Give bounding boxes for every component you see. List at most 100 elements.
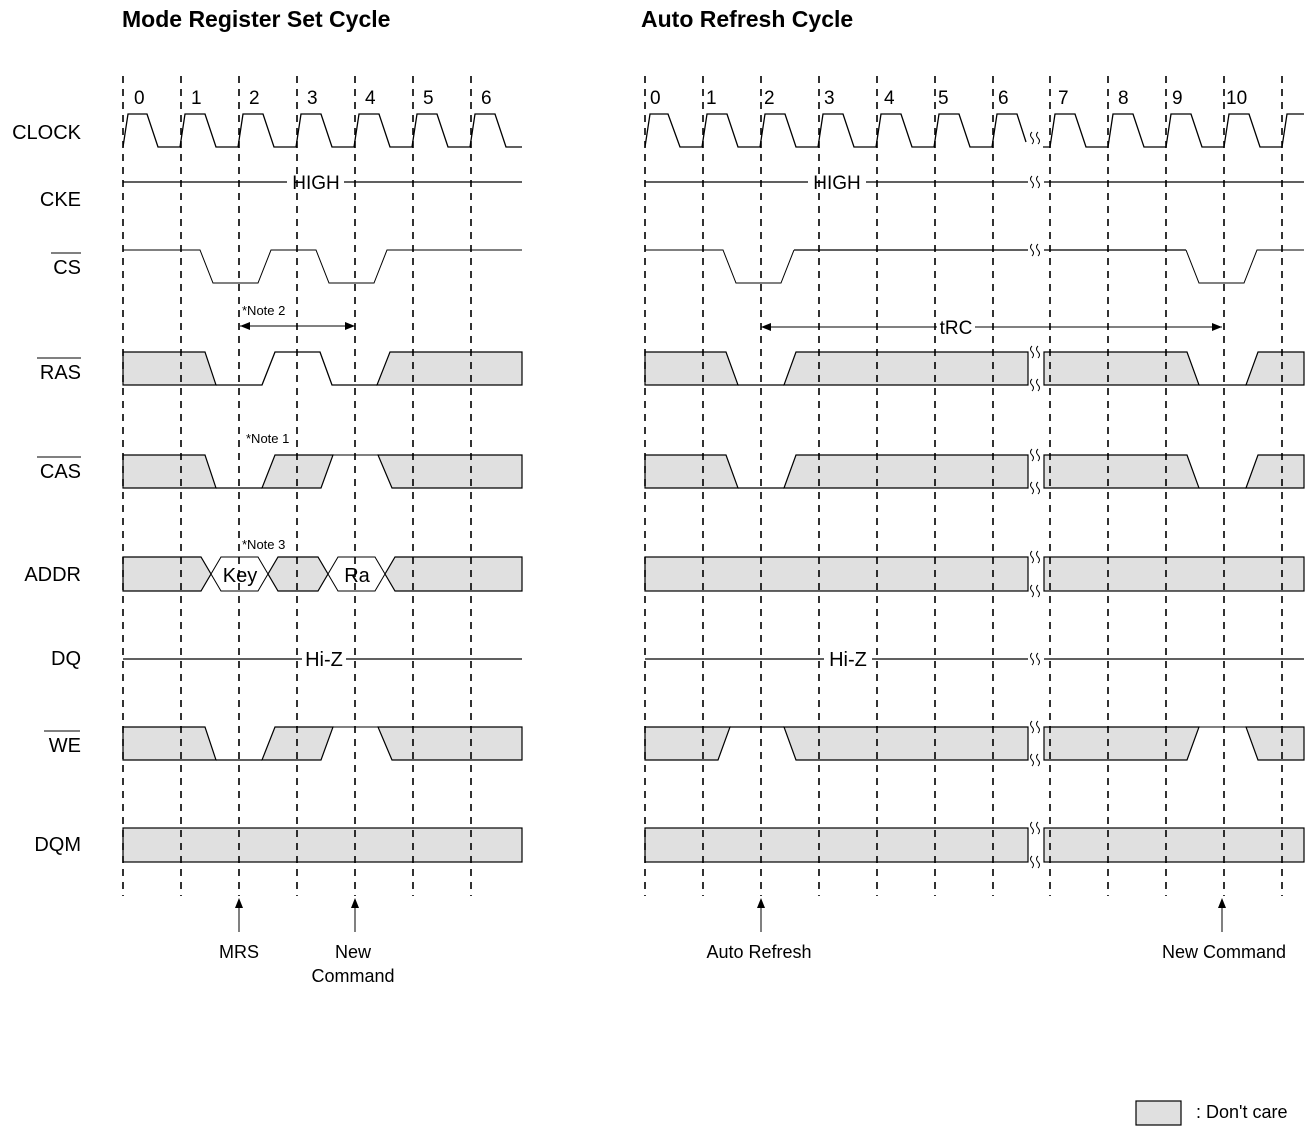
note-1: *Note 1	[246, 431, 289, 446]
break-mark	[1030, 448, 1040, 462]
right-ras-dont-care	[783, 351, 1029, 386]
right-addr-dont-care	[1043, 556, 1305, 592]
break-mark	[1030, 584, 1040, 598]
right-clock-number: 5	[938, 88, 949, 109]
new-command-marker-arrowhead	[351, 898, 359, 908]
right-timing: 0 1 2 3 4 5 6 7 8 9 10 HIGH tRC	[644, 76, 1305, 962]
break-mark	[1030, 378, 1040, 392]
trc-arrowhead-left	[761, 323, 771, 331]
note-3: *Note 3	[242, 537, 285, 552]
break-mark	[1030, 481, 1040, 495]
new-command-label-line1: New	[335, 942, 372, 962]
left-dq-text: Hi-Z	[305, 649, 343, 671]
legend-dont-care-swatch	[1135, 1100, 1182, 1126]
right-ras-dont-care	[1245, 351, 1305, 386]
right-clock-number: 3	[824, 88, 835, 109]
left-clock-gridlines	[122, 76, 472, 896]
left-cke-text: HIGH	[292, 173, 340, 194]
right-ras-dont-care	[1043, 351, 1200, 386]
auto-refresh-marker-arrowhead	[757, 898, 765, 908]
right-clock-gridlines	[644, 76, 1283, 896]
right-clock-waveform	[644, 113, 1027, 148]
right-title: Auto Refresh Cycle	[641, 6, 853, 32]
left-clock-number: 3	[307, 88, 318, 109]
left-dqm-dont-care	[122, 827, 523, 863]
left-clock-number: 0	[134, 88, 145, 109]
right-new-command-marker-arrowhead	[1218, 898, 1226, 908]
left-ras-dont-care	[376, 351, 523, 386]
addr-ra-text: Ra	[344, 565, 370, 587]
right-we-dont-care	[1043, 726, 1200, 761]
note-2-arrowhead-left	[240, 322, 250, 330]
break-mark	[1030, 720, 1040, 734]
break-mark	[1030, 753, 1040, 767]
trc-arrowhead-right	[1212, 323, 1222, 331]
left-clock-numbers: 0 1 2 3 4 5 6	[134, 88, 492, 109]
addr-key-text: Key	[223, 565, 257, 587]
left-clock-number: 4	[365, 88, 376, 109]
trc-label: tRC	[940, 318, 973, 339]
left-clock-number: 1	[191, 88, 202, 109]
right-clock-number: 9	[1172, 88, 1183, 109]
new-command-label-line2: Command	[311, 966, 394, 986]
right-clock-number: 4	[884, 88, 895, 109]
right-cas-dont-care	[1245, 454, 1305, 489]
right-we-dont-care	[644, 726, 731, 761]
right-cas-dont-care	[1043, 454, 1200, 489]
left-clock-number: 5	[423, 88, 434, 109]
left-clock-waveform	[122, 113, 522, 148]
auto-refresh-label: Auto Refresh	[706, 942, 811, 962]
mrs-label: MRS	[219, 942, 259, 962]
right-clock-number: 8	[1118, 88, 1129, 109]
right-dqm-dont-care	[644, 827, 1029, 863]
legend-dont-care-text: : Don't care	[1196, 1102, 1287, 1122]
left-addr-dont-care	[267, 556, 329, 592]
note-2-arrowhead-right	[345, 322, 355, 330]
left-clock-number: 6	[481, 88, 492, 109]
right-clock-number: 1	[706, 88, 717, 109]
signal-label-dqm: DQM	[34, 834, 81, 856]
break-mark	[1030, 550, 1040, 564]
break-mark	[1030, 652, 1040, 666]
mrs-marker-arrowhead	[235, 898, 243, 908]
signal-label-cs: CS	[53, 257, 81, 279]
break-mark	[1030, 131, 1040, 145]
signal-label-ras: RAS	[40, 362, 81, 384]
signal-label-cke: CKE	[40, 189, 81, 211]
right-clock-number: 6	[998, 88, 1009, 109]
right-cas-dont-care	[644, 454, 739, 489]
left-title: Mode Register Set Cycle	[122, 6, 390, 32]
right-clock-number: 0	[650, 88, 661, 109]
left-cas-dont-care	[377, 454, 523, 489]
right-clock-number: 2	[764, 88, 775, 109]
right-cs-waveform	[645, 249, 795, 284]
left-addr-dont-care	[122, 556, 212, 592]
signal-label-cas: CAS	[40, 461, 81, 483]
break-mark	[1030, 243, 1040, 257]
left-cas-dont-care	[122, 454, 217, 489]
legend: : Don't care	[1135, 1100, 1287, 1126]
left-cs-waveform	[123, 249, 522, 284]
left-we-dont-care	[377, 726, 523, 761]
left-we-dont-care	[122, 726, 217, 761]
left-ras-dont-care	[122, 351, 217, 386]
break-mark	[1030, 855, 1040, 869]
right-ras-dont-care	[644, 351, 739, 386]
right-cas-dont-care	[783, 454, 1029, 489]
right-we-dont-care	[783, 726, 1029, 761]
break-mark	[1030, 345, 1040, 359]
signal-label-addr: ADDR	[24, 564, 81, 586]
right-addr-dont-care	[644, 556, 1029, 592]
right-dq-text: Hi-Z	[829, 649, 867, 671]
right-new-command-label: New Command	[1162, 942, 1286, 962]
note-2: *Note 2	[242, 303, 285, 318]
left-addr-dont-care	[384, 556, 523, 592]
left-clock-number: 2	[249, 88, 260, 109]
break-mark	[1030, 821, 1040, 835]
time-break-marks	[1030, 131, 1040, 869]
right-clock-waveform	[1043, 113, 1304, 148]
left-timing: 0 1 2 3 4 5 6 HIGH *Note 2 *Note 1	[122, 76, 523, 986]
right-we-dont-care	[1245, 726, 1305, 761]
right-clock-number: 10	[1226, 88, 1247, 109]
